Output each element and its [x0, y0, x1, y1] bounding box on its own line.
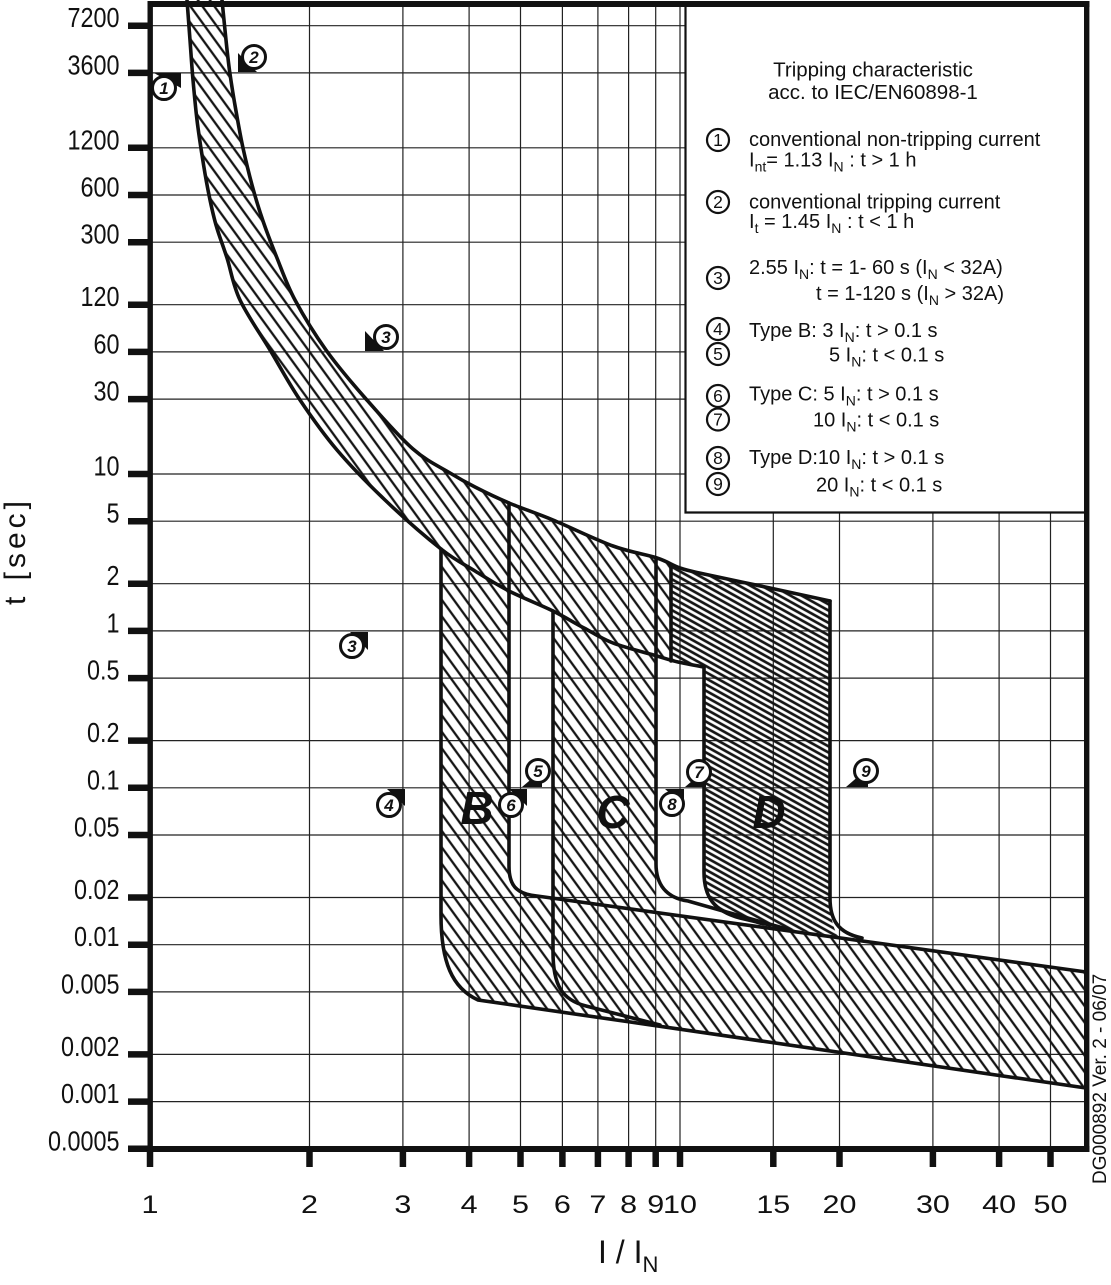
svg-text:t [sec]: t [sec] — [0, 497, 32, 605]
svg-text:0.01: 0.01 — [74, 922, 119, 952]
svg-text:50: 50 — [1034, 1191, 1068, 1219]
svg-text:It = 1.45 IN : t < 1 h: It = 1.45 IN : t < 1 h — [749, 211, 914, 236]
svg-text:conventional non-tripping curr: conventional non-tripping current — [749, 129, 1041, 151]
svg-text:t = 1-120 s (IN > 32A): t = 1-120 s (IN > 32A) — [816, 283, 1004, 308]
svg-text:5: 5 — [512, 1191, 529, 1219]
svg-text:300: 300 — [81, 220, 120, 250]
svg-text:Tripping characteristic: Tripping characteristic — [773, 59, 973, 82]
svg-text:1200: 1200 — [68, 125, 120, 155]
svg-text:8: 8 — [713, 448, 723, 468]
svg-text:7: 7 — [713, 410, 723, 430]
svg-text:0.002: 0.002 — [61, 1032, 119, 1062]
svg-text:40: 40 — [982, 1191, 1016, 1219]
svg-text:2: 2 — [713, 192, 723, 212]
svg-text:2.55 IN: t = 1- 60 s (IN < 32A: 2.55 IN: t = 1- 60 s (IN < 32A) — [749, 257, 1003, 282]
svg-text:1: 1 — [713, 130, 723, 150]
svg-text:4: 4 — [713, 319, 723, 339]
svg-text:9: 9 — [647, 1191, 664, 1219]
svg-text:0.05: 0.05 — [74, 813, 119, 843]
svg-text:6: 6 — [506, 796, 516, 815]
svg-text:0.2: 0.2 — [87, 718, 119, 748]
svg-text:Type B: 3 IN: t > 0.1 s: Type B: 3 IN: t > 0.1 s — [749, 320, 938, 345]
svg-text:20: 20 — [823, 1191, 857, 1219]
svg-text:10: 10 — [663, 1191, 697, 1219]
svg-text:0.1: 0.1 — [87, 765, 119, 795]
svg-text:2: 2 — [301, 1191, 318, 1219]
svg-text:7: 7 — [589, 1191, 606, 1219]
svg-text:Int= 1.13 IN : t > 1 h: Int= 1.13 IN : t > 1 h — [749, 150, 916, 175]
svg-text:5: 5 — [533, 762, 543, 781]
svg-text:120: 120 — [81, 282, 120, 312]
svg-text:9: 9 — [861, 762, 871, 781]
svg-text:acc. to IEC/EN60898-1: acc. to IEC/EN60898-1 — [768, 81, 978, 104]
svg-text:B: B — [460, 782, 493, 834]
svg-text:5: 5 — [713, 344, 723, 364]
svg-text:7: 7 — [694, 763, 705, 782]
svg-text:600: 600 — [81, 173, 120, 203]
svg-text:0.5: 0.5 — [87, 656, 119, 686]
svg-text:Type C: 5 IN: t > 0.1 s: Type C: 5 IN: t > 0.1 s — [749, 384, 939, 409]
svg-text:1: 1 — [159, 79, 168, 98]
svg-text:0.0005: 0.0005 — [48, 1126, 119, 1156]
svg-text:9: 9 — [713, 474, 723, 494]
svg-text:10 IN: t < 0.1 s: 10 IN: t < 0.1 s — [813, 410, 939, 435]
svg-text:6: 6 — [713, 386, 723, 406]
svg-text:4: 4 — [383, 796, 394, 815]
svg-text:3: 3 — [394, 1191, 411, 1219]
svg-text:1: 1 — [142, 1191, 159, 1219]
svg-text:4: 4 — [461, 1191, 478, 1219]
svg-text:30: 30 — [916, 1191, 950, 1219]
svg-text:7200: 7200 — [68, 3, 120, 33]
svg-text:5 IN: t < 0.1 s: 5 IN: t < 0.1 s — [829, 345, 944, 370]
svg-text:0.001: 0.001 — [61, 1079, 119, 1109]
svg-text:DG000892 Ver. 2 - 06/07: DG000892 Ver. 2 - 06/07 — [1090, 974, 1111, 1184]
svg-text:20 IN: t < 0.1 s: 20 IN: t < 0.1 s — [816, 475, 942, 500]
svg-text:D: D — [752, 786, 785, 838]
svg-text:2: 2 — [106, 561, 119, 591]
svg-text:3: 3 — [713, 268, 723, 288]
svg-text:8: 8 — [667, 795, 677, 814]
svg-text:3: 3 — [347, 637, 357, 656]
svg-text:5: 5 — [106, 499, 119, 529]
svg-text:10: 10 — [93, 452, 119, 482]
svg-text:0.02: 0.02 — [74, 875, 119, 905]
svg-text:2: 2 — [248, 48, 259, 67]
svg-text:30: 30 — [93, 377, 119, 407]
svg-text:conventional tripping current: conventional tripping current — [749, 192, 1001, 214]
svg-text:6: 6 — [554, 1191, 571, 1219]
svg-text:0.005: 0.005 — [61, 970, 119, 1000]
svg-text:8: 8 — [620, 1191, 637, 1219]
svg-text:15: 15 — [756, 1191, 790, 1219]
svg-text:1: 1 — [106, 609, 119, 639]
svg-text:Type D:10 IN: t > 0.1 s: Type D:10 IN: t > 0.1 s — [749, 447, 944, 472]
svg-text:C: C — [596, 786, 630, 838]
svg-text:3600: 3600 — [68, 51, 120, 81]
svg-text:60: 60 — [93, 330, 119, 360]
svg-text:3: 3 — [381, 328, 391, 347]
